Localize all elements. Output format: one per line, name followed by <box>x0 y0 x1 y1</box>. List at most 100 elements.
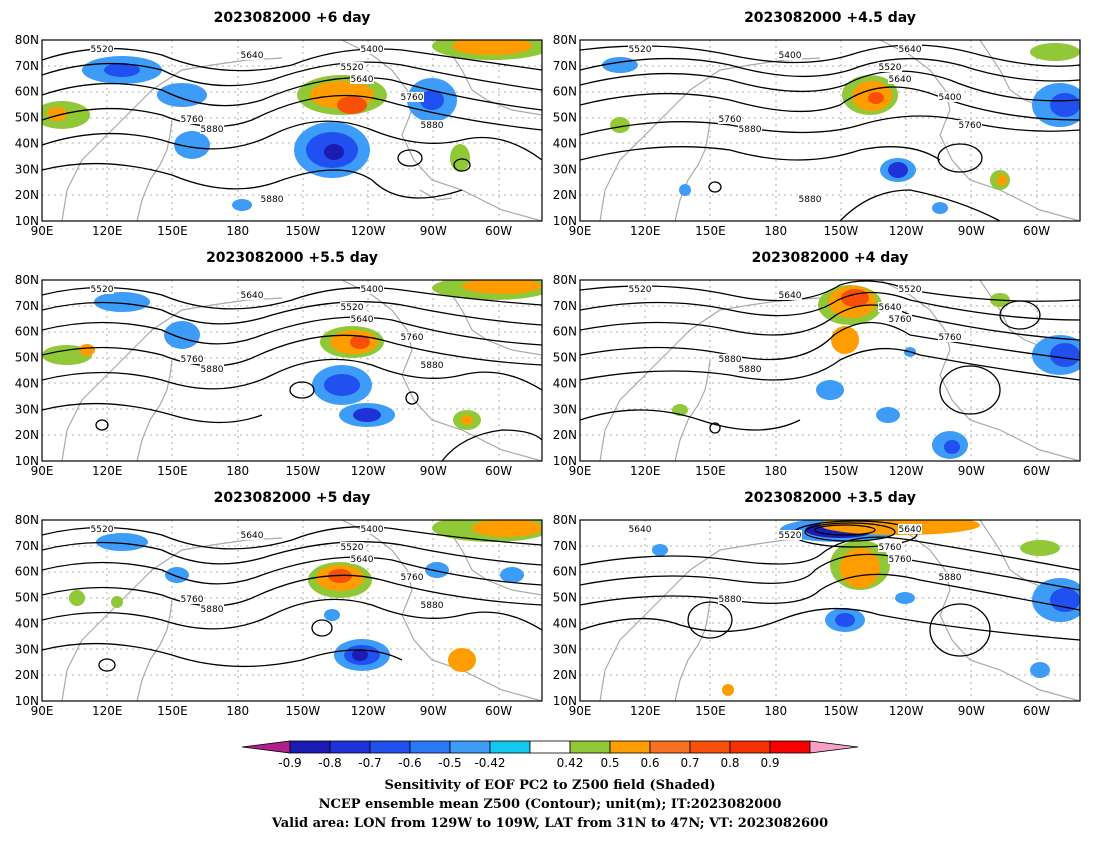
contour-label: 5640 <box>241 531 264 541</box>
contour-label-bg <box>878 542 902 552</box>
colorbar-swatch <box>529 740 571 754</box>
x-tick-label: 150W <box>285 224 320 238</box>
y-tick-label: 40N <box>15 616 39 630</box>
contour-label-bg <box>90 44 114 54</box>
colorbar-label: -0.8 <box>318 756 341 770</box>
y-tick-label: 20N <box>15 188 39 202</box>
x-tick-label: 60W <box>1023 464 1050 478</box>
colorbar-label: 0.7 <box>680 756 699 770</box>
contour-label-bg <box>628 284 652 294</box>
caption-line-1: Sensitivity of EOF PC2 to Z500 field (Sh… <box>384 778 715 793</box>
colorbar-swatch <box>569 740 611 754</box>
panel-6: 2023082000 +3.5 day <box>579 490 1081 702</box>
y-tick-label: 10N <box>553 214 577 228</box>
x-tick-label: 90W <box>958 464 985 478</box>
y-tick-label: 30N <box>553 162 577 176</box>
contour-label: 5760 <box>181 595 204 605</box>
x-tick-label: 180 <box>764 224 787 238</box>
z500-contours <box>580 520 1080 657</box>
colorbar-swatch <box>409 740 451 754</box>
contour-label-bg <box>240 50 264 60</box>
colorbar-high-extend <box>809 740 859 754</box>
colorbar-label: -0.6 <box>398 756 421 770</box>
y-tick-label: 70N <box>553 59 577 73</box>
colorbar: -0.9 -0.8 -0.7 -0.6 -0.5 -0.42 0.42 0.5 0.6 0.7 0.… <box>241 740 859 770</box>
contour-label: 5400 <box>361 285 384 295</box>
z500-contours <box>42 47 542 199</box>
contour-label: 5880 <box>421 121 444 131</box>
colorbar-label: -0.5 <box>438 756 461 770</box>
map-field <box>42 280 542 461</box>
y-tick-label: 80N <box>553 513 577 527</box>
y-tick-label: 60N <box>553 565 577 579</box>
contour-label-bg <box>938 92 962 102</box>
contour-label-bg <box>778 50 802 60</box>
contour-label: 5520 <box>341 63 364 73</box>
y-tick-label: 10N <box>15 454 39 468</box>
x-tick-label: 90W <box>420 224 447 238</box>
colorbar-label: -0.9 <box>278 756 301 770</box>
contour-label-bg <box>628 44 652 54</box>
contour-label-bg <box>90 284 114 294</box>
contour-label: 5880 <box>421 361 444 371</box>
contour-label-bg <box>200 124 224 134</box>
x-tick-label: 90E <box>569 704 592 718</box>
y-tick-label: 50N <box>553 351 577 365</box>
contour-label-bg <box>738 124 762 134</box>
contour-label: 5640 <box>899 45 922 55</box>
contour-label: 5880 <box>719 355 742 365</box>
caption-line-2: NCEP ensemble mean Z500 (Contour); unit(… <box>319 797 782 812</box>
contour-label-bg <box>200 604 224 614</box>
x-tick-label: 120W <box>889 464 924 478</box>
map-field <box>580 520 1080 701</box>
y-tick-label: 40N <box>15 136 39 150</box>
colorbar-swatch <box>689 740 731 754</box>
contour-label-bg <box>898 44 922 54</box>
x-tick-label: 120W <box>889 224 924 238</box>
contour-label: 5520 <box>341 543 364 553</box>
panel-1: 2023082000 +6 day <box>41 10 543 222</box>
contour-label: 5520 <box>629 45 652 55</box>
contour-label: 5760 <box>401 333 424 343</box>
y-tick-label: 20N <box>553 188 577 202</box>
contour-label-bg <box>340 542 364 552</box>
y-tick-label: 60N <box>15 325 39 339</box>
contour-label-bg <box>898 524 922 534</box>
contour-label: 5880 <box>719 595 742 605</box>
shaded-sensitivity <box>42 280 542 430</box>
x-tick-label: 150E <box>695 464 726 478</box>
x-tick-label: 120E <box>630 704 661 718</box>
y-tick-label: 30N <box>15 402 39 416</box>
contour-label: 5400 <box>939 93 962 103</box>
contour-label: 5640 <box>351 75 374 85</box>
y-tick-label: 50N <box>15 351 39 365</box>
panel-2: 2023082000 +4.5 day <box>579 10 1081 222</box>
colorbar-label: -0.7 <box>358 756 381 770</box>
contour-label: 5760 <box>889 555 912 565</box>
x-tick-label: 150E <box>157 704 188 718</box>
shaded-sensitivity <box>672 285 1080 459</box>
y-tick-label: 30N <box>553 642 577 656</box>
contour-label: 5880 <box>261 195 284 205</box>
contour-label-bg <box>938 572 962 582</box>
coastlines <box>599 40 1080 221</box>
x-tick-label: 150W <box>823 224 858 238</box>
colorbar-swatch <box>329 740 371 754</box>
contour-label: 5760 <box>719 115 742 125</box>
x-tick-label: 90E <box>569 224 592 238</box>
x-tick-label: 150E <box>157 464 188 478</box>
contour-label-bg <box>888 554 912 564</box>
colorbar-swatch <box>289 740 331 754</box>
contour-label: 5520 <box>91 525 114 535</box>
contour-label-bg <box>260 194 284 204</box>
contour-label-bg <box>778 530 802 540</box>
contour-label-bg <box>400 92 424 102</box>
contour-label-bg <box>340 62 364 72</box>
colorbar-swatch <box>769 740 811 754</box>
contour-label-bg <box>400 332 424 342</box>
colorbar-swatch <box>369 740 411 754</box>
y-tick-label: 30N <box>15 642 39 656</box>
